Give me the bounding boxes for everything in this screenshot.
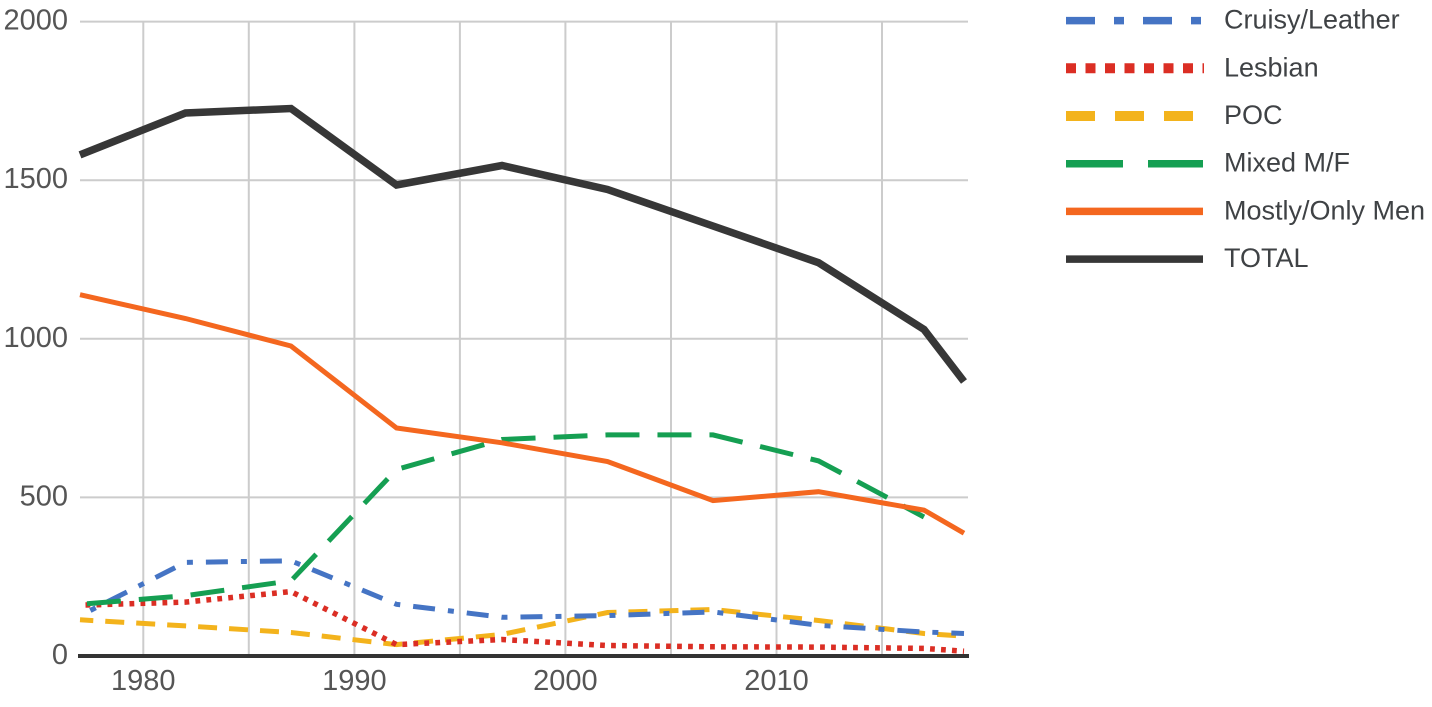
svg-text:2000: 2000 [533,665,598,697]
svg-text:2000: 2000 [3,5,68,37]
svg-text:Mixed M/F: Mixed M/F [1224,148,1350,178]
svg-text:1000: 1000 [3,322,68,354]
svg-text:TOTAL: TOTAL [1224,243,1309,273]
svg-text:1990: 1990 [322,665,387,697]
svg-text:1980: 1980 [111,665,176,697]
svg-text:Lesbian: Lesbian [1224,52,1319,82]
svg-text:POC: POC [1224,100,1283,130]
svg-text:Mostly/Only Men: Mostly/Only Men [1224,195,1425,225]
svg-text:500: 500 [20,480,68,512]
svg-text:Cruisy/Leather: Cruisy/Leather [1224,5,1400,35]
svg-text:2010: 2010 [744,665,809,697]
svg-text:0: 0 [52,639,68,671]
svg-text:1500: 1500 [3,163,68,195]
